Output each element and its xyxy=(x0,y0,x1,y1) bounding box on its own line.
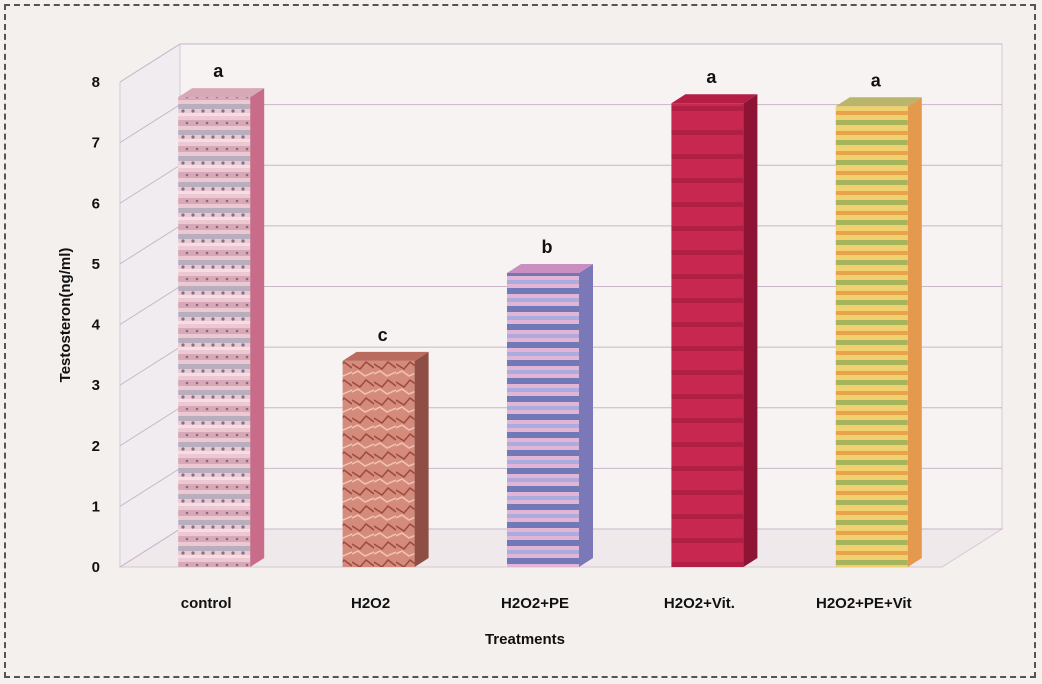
y-tick-label: 2 xyxy=(92,438,100,455)
y-tick-label: 4 xyxy=(92,317,101,334)
x-axis-title: Treatments xyxy=(485,631,565,648)
y-axis: 0 1 2 3 4 5 6 7 8 xyxy=(92,74,101,576)
significance-label: a xyxy=(706,67,717,87)
y-tick-label: 5 xyxy=(92,256,100,273)
bar-h2o2-vit-: a xyxy=(671,67,758,567)
bar-h2o2-pe-vit: a xyxy=(835,70,922,567)
bar-front xyxy=(342,360,415,567)
significance-label: a xyxy=(213,61,224,81)
bar-top xyxy=(671,94,758,104)
y-tick-label: 8 xyxy=(92,74,100,91)
x-tick-label: control xyxy=(181,595,232,612)
x-tick-label: H2O2+PE+Vit xyxy=(816,595,912,612)
bars-group: a c b a a xyxy=(178,61,922,567)
bar-side xyxy=(414,351,429,567)
significance-label: a xyxy=(871,70,882,90)
bar-side xyxy=(907,97,922,567)
y-tick-label: 1 xyxy=(92,498,100,515)
y-axis-title: Testosteron(ng/ml) xyxy=(57,248,74,383)
gridline xyxy=(119,43,1002,83)
bar-side xyxy=(579,263,593,567)
y-tick-label: 3 xyxy=(92,377,100,394)
bar-top xyxy=(342,351,429,361)
bar-top xyxy=(507,263,593,273)
bar-side xyxy=(250,88,265,567)
bar-front xyxy=(671,103,744,567)
y-tick-label: 7 xyxy=(92,135,100,152)
x-tick-label: H2O2+Vit. xyxy=(664,595,735,612)
y-tick-label: 6 xyxy=(92,195,100,212)
y-tick-label: 0 xyxy=(92,559,100,576)
significance-label: c xyxy=(378,325,388,345)
bar-h2o2-pe: b xyxy=(507,237,593,567)
x-tick-label: H2O2 xyxy=(351,595,390,612)
bar-front xyxy=(178,97,251,567)
bar-front xyxy=(507,272,579,567)
bar-top xyxy=(178,88,265,98)
bar-side xyxy=(743,94,758,567)
significance-label: b xyxy=(542,237,553,257)
x-axis: control H2O2 H2O2+PE H2O2+Vit. H2O2+PE+Vit xyxy=(181,595,912,612)
bar-front xyxy=(835,106,908,567)
x-tick-label: H2O2+PE xyxy=(501,595,569,612)
bar-control: a xyxy=(178,61,265,567)
bar-h2o2: c xyxy=(342,325,429,567)
bar-top xyxy=(835,97,922,107)
